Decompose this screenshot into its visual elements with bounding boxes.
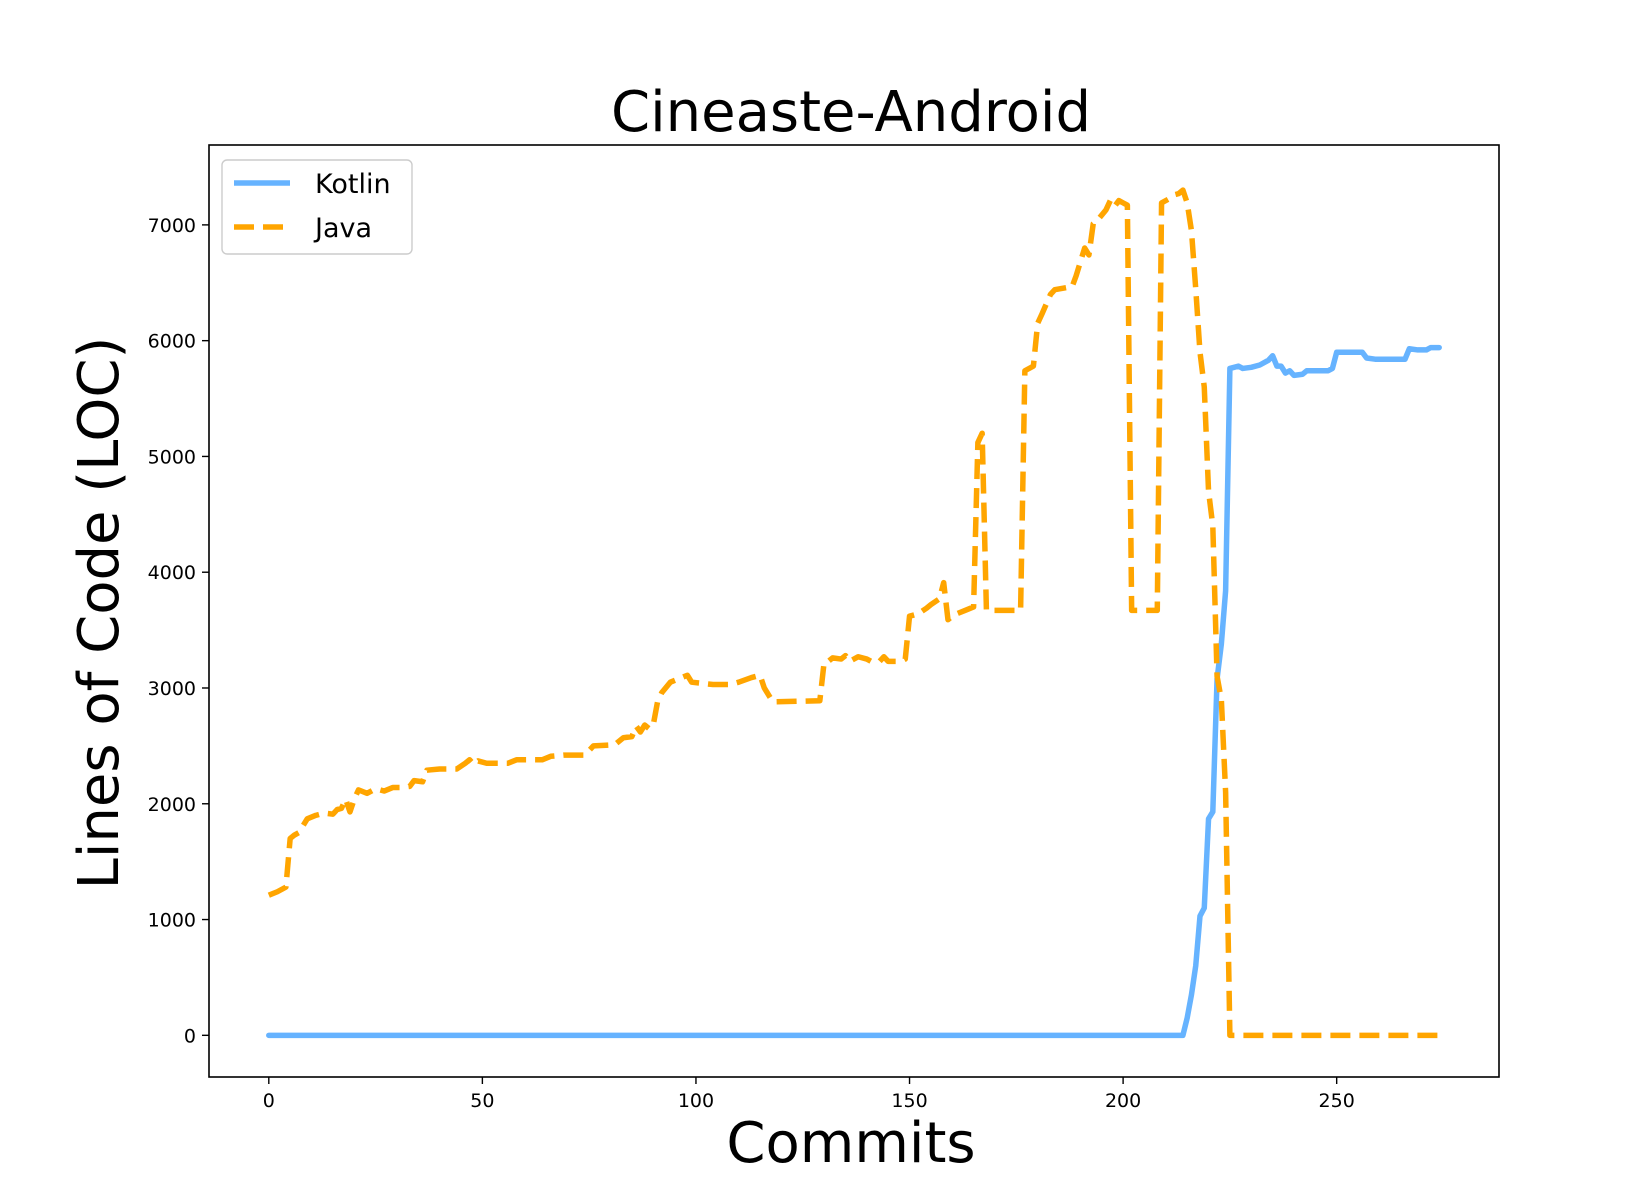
x-tick-label: 250 [1319, 1090, 1355, 1112]
x-tick-label: 200 [1105, 1090, 1141, 1112]
y-tick-label: 1000 [148, 910, 196, 932]
y-axis-label: Lines of Code (LOC) [67, 337, 132, 890]
legend-label-java: Java [313, 213, 372, 244]
plot-area-frame [208, 144, 1500, 1078]
legend: Kotlin Java [221, 159, 413, 255]
x-tick-label: 50 [470, 1090, 494, 1112]
x-axis-label: Commits [726, 1111, 975, 1176]
axis-ticks: 0 50 100 150 200 250 0 1000 2000 3000 4000 5000 6000… [148, 215, 1355, 1112]
y-tick-label: 7000 [148, 215, 196, 237]
legend-label-kotlin: Kotlin [315, 169, 391, 200]
y-tick-label: 4000 [148, 562, 196, 584]
y-tick-label: 5000 [148, 446, 196, 468]
y-tick-label: 2000 [148, 794, 196, 816]
x-tick-label: 150 [891, 1090, 927, 1112]
x-tick-label: 0 [263, 1090, 275, 1112]
series-line-kotlin [266, 344, 1442, 1039]
y-tick-label: 0 [184, 1025, 196, 1047]
y-tick-label: 3000 [148, 678, 196, 700]
x-tick-label: 100 [678, 1090, 714, 1112]
series-line-java [267, 187, 1440, 1039]
series-lines [266, 187, 1442, 1039]
y-tick-label: 6000 [148, 331, 196, 353]
chart-title: Cineaste-Android [611, 80, 1091, 145]
